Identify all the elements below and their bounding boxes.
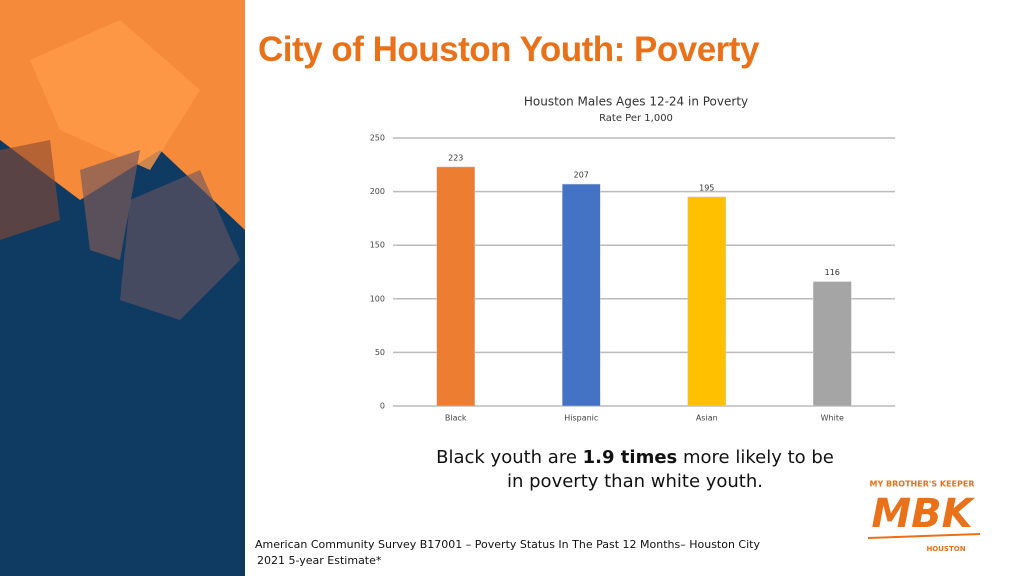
callout-emphasis: 1.9 times <box>582 447 678 468</box>
bar <box>562 183 601 407</box>
y-tick-label: 100 <box>370 294 385 303</box>
source-line: American Community Survey B17001 – Pover… <box>255 538 760 551</box>
value-label: 223 <box>448 153 463 162</box>
bar <box>813 281 852 407</box>
x-tick-label: White <box>821 414 844 423</box>
bar <box>687 196 726 407</box>
logo-bottom: HOUSTON <box>926 545 965 553</box>
callout-text: more likely to be in poverty than white … <box>507 447 834 492</box>
value-label: 116 <box>825 268 840 277</box>
chart-title: Houston Males Ages 12-24 in Poverty <box>524 95 748 109</box>
side-panel <box>0 0 245 576</box>
value-label: 207 <box>574 171 589 180</box>
y-tick-label: 150 <box>370 241 385 250</box>
callout-text: Black youth are <box>436 447 577 468</box>
x-tick-label: Hispanic <box>564 414 598 423</box>
bar <box>436 166 475 407</box>
logo-top: MY BROTHER'S KEEPER <box>870 480 975 489</box>
value-label: 195 <box>699 183 714 192</box>
chart-subtitle: Rate Per 1,000 <box>599 113 673 124</box>
source-line: 2021 5-year Estimate* <box>257 554 382 567</box>
y-tick-label: 200 <box>370 187 385 196</box>
callout: Black youth are 1.9 times more likely to… <box>430 446 840 494</box>
y-tick-label: 250 <box>370 134 385 143</box>
y-tick-label: 50 <box>375 348 385 357</box>
logo: MY BROTHER'S KEEPER MBK HOUSTON <box>867 480 981 553</box>
y-tick-label: 0 <box>380 402 385 411</box>
x-tick-label: Asian <box>696 414 718 423</box>
slide-title: City of Houston Youth: Poverty <box>258 30 759 69</box>
logo-mark: MBK <box>871 491 975 537</box>
x-tick-label: Black <box>445 414 467 423</box>
source: American Community Survey B17001 – Pover… <box>255 537 760 569</box>
